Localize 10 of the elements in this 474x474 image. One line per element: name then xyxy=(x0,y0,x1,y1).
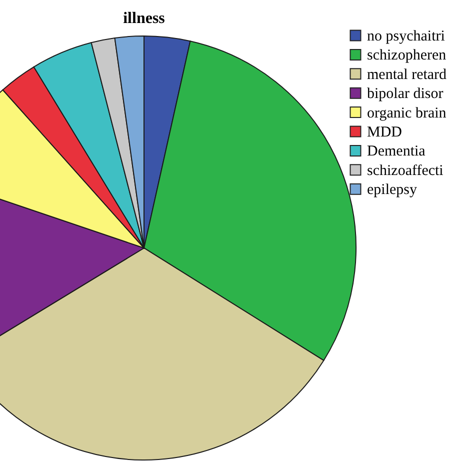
legend-label: schizopheren xyxy=(367,48,447,64)
legend-label: no psychaitri xyxy=(367,28,445,44)
legend-label: schizoaffecti xyxy=(367,162,444,179)
legend-label: mental retard xyxy=(367,66,448,83)
legend-label: Dementia xyxy=(367,144,426,160)
chart-title: illness xyxy=(123,10,165,27)
legend-label: organic brain xyxy=(367,105,447,122)
legend-label: epilepsy xyxy=(367,182,418,198)
legend-label: bipolar disor xyxy=(367,86,444,102)
legend-label: MDD xyxy=(367,124,402,140)
